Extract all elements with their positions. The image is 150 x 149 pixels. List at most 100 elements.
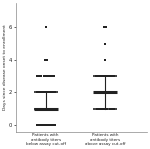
Point xyxy=(109,91,111,94)
Point xyxy=(44,91,46,94)
Point xyxy=(37,124,40,126)
Point xyxy=(38,91,40,94)
Point xyxy=(110,108,113,110)
Point xyxy=(46,108,49,110)
Point xyxy=(36,91,39,94)
Point xyxy=(101,75,104,77)
Point xyxy=(52,108,54,110)
Point xyxy=(53,124,56,126)
Point xyxy=(102,108,105,110)
Point xyxy=(96,108,98,110)
Point xyxy=(53,108,56,110)
Point xyxy=(95,91,98,94)
Point xyxy=(99,91,102,94)
Point xyxy=(47,124,50,126)
Point xyxy=(108,91,110,94)
Point xyxy=(49,91,51,94)
Point xyxy=(46,91,48,94)
Point xyxy=(53,75,55,77)
Point xyxy=(40,108,42,110)
Point xyxy=(35,108,38,110)
Point xyxy=(44,26,47,28)
Point xyxy=(41,108,44,110)
Point xyxy=(52,91,55,94)
Point xyxy=(51,124,54,126)
Point xyxy=(44,108,46,110)
Point xyxy=(45,124,48,126)
Point xyxy=(110,91,113,94)
Point xyxy=(36,75,38,77)
Point xyxy=(45,108,47,110)
Point xyxy=(105,26,108,28)
Point xyxy=(112,108,115,110)
Point xyxy=(49,75,51,77)
Point xyxy=(97,75,100,77)
Point xyxy=(109,75,112,77)
Point xyxy=(51,91,53,94)
Point xyxy=(47,108,49,110)
Point xyxy=(51,108,53,110)
Point xyxy=(50,108,53,110)
Point xyxy=(43,59,46,61)
Point xyxy=(47,108,50,110)
Point xyxy=(105,75,108,77)
Point xyxy=(52,108,55,110)
Point xyxy=(100,108,102,110)
Y-axis label: Days since disease onset to enrollment: Days since disease onset to enrollment xyxy=(3,24,7,110)
Point xyxy=(38,108,40,110)
Point xyxy=(47,91,50,94)
Point xyxy=(104,59,107,61)
Point xyxy=(44,75,47,77)
Point xyxy=(43,108,46,110)
Point xyxy=(95,75,98,77)
Point xyxy=(41,91,44,94)
Point xyxy=(42,75,45,77)
Point xyxy=(104,108,107,110)
Point xyxy=(44,108,47,110)
Point xyxy=(105,91,107,94)
Point xyxy=(43,124,46,126)
Point xyxy=(111,75,114,77)
Point xyxy=(97,91,99,94)
Point xyxy=(51,75,53,77)
Point xyxy=(39,108,41,110)
Point xyxy=(46,91,49,94)
Point xyxy=(98,108,100,110)
Point xyxy=(102,91,105,94)
Point xyxy=(45,59,48,61)
Point xyxy=(35,91,38,94)
Point xyxy=(46,75,49,77)
Point xyxy=(113,75,116,77)
Point xyxy=(106,91,109,94)
Point xyxy=(40,91,42,94)
Point xyxy=(48,91,51,94)
Point xyxy=(37,108,40,110)
Point xyxy=(41,108,43,110)
Point xyxy=(103,75,106,77)
Point xyxy=(53,91,56,94)
Point xyxy=(37,91,40,94)
Point xyxy=(50,108,52,110)
Point xyxy=(42,108,44,110)
Point xyxy=(99,75,102,77)
Point xyxy=(108,108,111,110)
Point xyxy=(45,91,47,94)
Point xyxy=(101,91,103,94)
Point xyxy=(113,91,116,94)
Point xyxy=(53,108,55,110)
Point xyxy=(40,75,43,77)
Point xyxy=(42,91,45,94)
Point xyxy=(50,91,52,94)
Point xyxy=(103,26,106,28)
Point xyxy=(48,108,50,110)
Point xyxy=(43,108,45,110)
Point xyxy=(39,124,42,126)
Point xyxy=(37,108,39,110)
Point xyxy=(49,108,52,110)
Point xyxy=(43,91,45,94)
Point xyxy=(40,108,43,110)
Point xyxy=(49,124,52,126)
Point xyxy=(38,108,41,110)
Point xyxy=(49,108,51,110)
Point xyxy=(106,108,109,110)
